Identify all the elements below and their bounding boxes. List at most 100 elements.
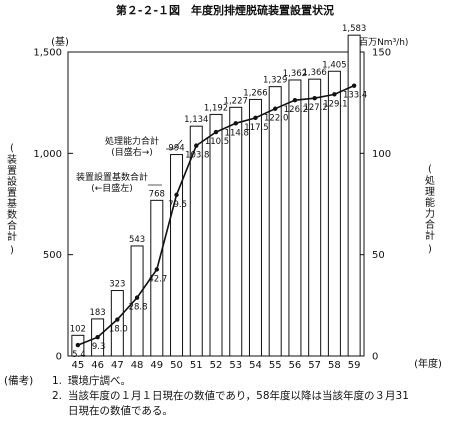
line-value-label: 127.2 bbox=[303, 103, 327, 113]
x-tick-label: 53 bbox=[229, 360, 242, 371]
line-point bbox=[75, 342, 81, 348]
x-axis-ticks: 45 46 47 48 49 50 51 52 53 54 55 56 57 58 59 bbox=[71, 360, 360, 371]
line-value-label: 42.7 bbox=[148, 274, 167, 284]
line-value-label: 18.0 bbox=[109, 325, 128, 335]
right-axis-label-close-paren: ) bbox=[428, 244, 432, 255]
line-value-label: 79.5 bbox=[168, 200, 187, 210]
left-tick-label: 1,500 bbox=[33, 48, 62, 59]
line-value-label: 28.8 bbox=[129, 303, 148, 313]
line-value-label: 117.5 bbox=[244, 123, 268, 133]
bar-value-label: 1,362 bbox=[283, 69, 307, 79]
line-point bbox=[154, 267, 159, 272]
right-axis-label-char: 合 bbox=[425, 218, 435, 231]
legend-bar: 装置設置基数合計 (←目盛左) bbox=[76, 171, 162, 194]
x-tick-label: 52 bbox=[210, 360, 223, 371]
x-tick-label: 49 bbox=[150, 360, 163, 371]
line-value-label: 114.8 bbox=[225, 128, 249, 138]
legend-line-name: 処理能力合計 bbox=[105, 135, 159, 147]
bar-value-label: 543 bbox=[129, 235, 145, 245]
bar bbox=[130, 245, 144, 357]
x-axis-unit: (年度) bbox=[414, 357, 442, 370]
bar-value-label: 1,192 bbox=[204, 103, 228, 113]
bar bbox=[110, 290, 124, 357]
left-axis-label-char: 置 bbox=[7, 165, 17, 177]
chart-title: 第２-２-１図 年度別排煙脱硫装置設置状況 bbox=[116, 3, 334, 17]
right-axis-unit: (百万Nm³/h) bbox=[356, 37, 409, 48]
bar bbox=[288, 79, 302, 357]
right-axis-label-char: 処 bbox=[425, 174, 435, 187]
right-axis-label-char: 力 bbox=[425, 207, 435, 220]
bar bbox=[209, 113, 223, 357]
note-text: 環境庁調べ。 bbox=[68, 375, 131, 387]
legend-line-axis-note: (目盛右→) bbox=[111, 146, 153, 158]
x-tick-label: 45 bbox=[71, 360, 84, 371]
x-tick-label: 46 bbox=[91, 360, 104, 371]
left-tick-label: 0 bbox=[56, 352, 62, 363]
note-number: 2. bbox=[51, 390, 62, 402]
bar bbox=[229, 106, 243, 357]
note-text: 当該年度の１月１日現在の数値であり，58年度以降は当該年度の３月31 bbox=[68, 390, 409, 402]
line-point bbox=[253, 115, 258, 121]
note-2: 2. 当該年度の１月１日現在の数値であり，58年度以降は当該年度の３月31 bbox=[4, 389, 444, 404]
right-axis-label-char: 能 bbox=[425, 196, 435, 209]
bar-value-label: 1,329 bbox=[263, 76, 287, 86]
bar-value-label: 1,366 bbox=[302, 68, 326, 78]
bar-value-label: 323 bbox=[109, 280, 125, 290]
bar-value-label: 994 bbox=[168, 144, 184, 154]
x-tick-label: 58 bbox=[328, 360, 341, 371]
line-point bbox=[292, 98, 298, 103]
bar bbox=[327, 70, 341, 357]
bar-value-label: 1,134 bbox=[184, 115, 208, 125]
line-point bbox=[351, 83, 357, 88]
bar-value-label: 768 bbox=[149, 189, 165, 199]
left-axis-label: (装置設置基数合計) bbox=[7, 143, 17, 256]
left-tick-label: 500 bbox=[43, 250, 62, 261]
line-point bbox=[233, 121, 238, 126]
line-series bbox=[75, 83, 357, 348]
left-tick-label: 1,000 bbox=[33, 149, 62, 160]
legend-line: 処理能力合計 (目盛右→) bbox=[105, 135, 183, 158]
line-point bbox=[312, 96, 317, 101]
x-tick-label: 54 bbox=[249, 360, 262, 371]
line-point bbox=[115, 317, 120, 322]
x-tick-label: 55 bbox=[269, 360, 282, 371]
right-axis-label-char: 理 bbox=[425, 186, 435, 198]
bar-value-label: 183 bbox=[89, 308, 105, 318]
x-tick-label: 50 bbox=[170, 360, 183, 371]
right-tick-label: 150 bbox=[372, 48, 391, 59]
bar-value-label: 1,227 bbox=[224, 96, 248, 106]
left-axis-label-char: 合 bbox=[7, 219, 17, 232]
bar bbox=[347, 34, 361, 357]
line-point bbox=[174, 192, 179, 198]
right-tick-label: 0 bbox=[372, 352, 378, 363]
bar-series bbox=[71, 34, 361, 357]
line-value-label: 9.3 bbox=[92, 342, 106, 352]
right-axis-label-char: 計 bbox=[425, 229, 435, 242]
note-1: (備考) 1. 環境庁調べ。 bbox=[4, 374, 444, 389]
left-axis-label-char: 装 bbox=[7, 153, 17, 166]
line-value-label: 133.4 bbox=[343, 91, 367, 101]
left-axis-label-char: 基 bbox=[7, 197, 17, 210]
line-value-labels: 5.4 9.318.0 28.8 42.7 79.5 103.8 110.5114.8117… bbox=[72, 91, 367, 360]
bar-value-label: 102 bbox=[70, 324, 86, 334]
right-axis-label-open-paren: ( bbox=[428, 164, 432, 175]
right-tick-label: 100 bbox=[372, 149, 391, 160]
x-tick-label: 51 bbox=[190, 360, 203, 371]
left-axis-unit: (基) bbox=[51, 35, 69, 48]
line-point bbox=[273, 106, 278, 111]
x-tick-label: 57 bbox=[308, 360, 321, 371]
bar bbox=[189, 125, 203, 357]
note-2-continued: 日現在の数値である。 bbox=[68, 405, 173, 417]
left-axis-ticks: 0 500 1,000 1,500 bbox=[33, 48, 73, 363]
left-axis-label-char: 置 bbox=[7, 187, 17, 199]
line-point bbox=[332, 92, 337, 97]
line-value-label: 122.0 bbox=[264, 114, 288, 124]
x-tick-label: 56 bbox=[289, 360, 302, 371]
legend-bar-name: 装置設置基数合計 bbox=[76, 171, 148, 183]
left-axis-label-open-paren: ( bbox=[10, 143, 14, 154]
line-point bbox=[95, 334, 100, 340]
left-axis-label-char: 数 bbox=[7, 208, 17, 221]
bar bbox=[248, 98, 262, 357]
